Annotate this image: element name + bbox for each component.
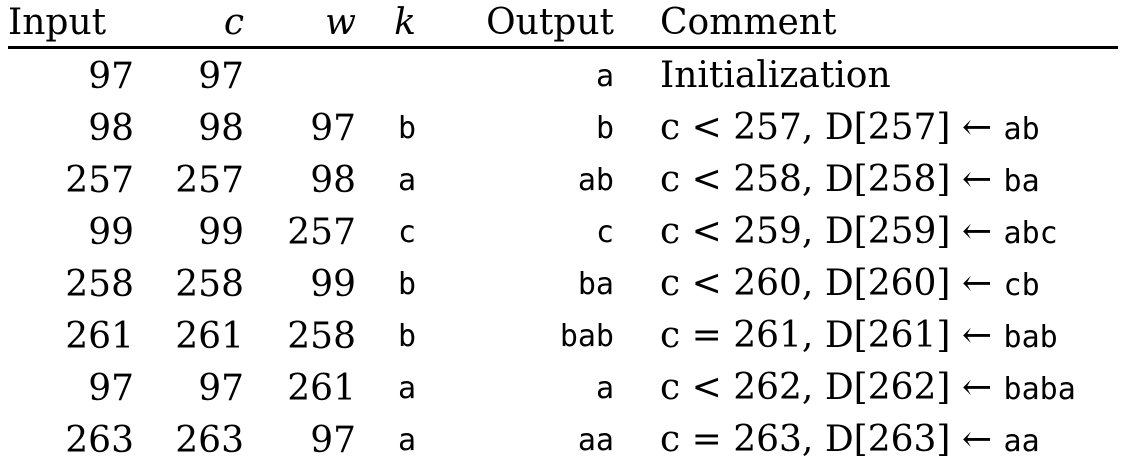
- comment-math: c = 263, D[263] ←: [660, 419, 992, 460]
- header-comment: Comment: [614, 0, 1118, 48]
- cell-comment: c < 258, D[258] ← ba: [614, 155, 1118, 207]
- cell-input: 263: [8, 415, 134, 467]
- cell-input: 98: [8, 103, 134, 155]
- cell-comment: c < 257, D[257] ← ab: [614, 103, 1118, 155]
- comment-code: cb: [1004, 268, 1040, 303]
- cell-c: 258: [134, 259, 244, 311]
- cell-output: b: [416, 103, 614, 155]
- header-output: Output: [416, 0, 614, 48]
- cell-w: 98: [244, 155, 356, 207]
- cell-k: a: [356, 415, 416, 467]
- comment-code: bab: [1004, 320, 1058, 355]
- cell-output: bab: [416, 311, 614, 363]
- cell-input: 261: [8, 311, 134, 363]
- table-row: 261 261 258 b bab c = 261, D[261] ← bab: [8, 311, 1118, 363]
- cell-w: 97: [244, 415, 356, 467]
- cell-w: 97: [244, 103, 356, 155]
- cell-input: 258: [8, 259, 134, 311]
- header-k: k: [356, 0, 416, 48]
- table-header: Input c w k Output Comment: [8, 0, 1118, 48]
- cell-comment: c < 260, D[260] ← cb: [614, 259, 1118, 311]
- comment-math: c < 260, D[260] ←: [660, 263, 992, 304]
- cell-c: 257: [134, 155, 244, 207]
- cell-k: b: [356, 103, 416, 155]
- comment-math: c < 259, D[259] ←: [660, 211, 992, 252]
- cell-comment: c < 259, D[259] ← abc: [614, 207, 1118, 259]
- cell-comment: c < 262, D[262] ← baba: [614, 363, 1118, 415]
- cell-comment: c = 263, D[263] ← aa: [614, 415, 1118, 467]
- comment-math: c < 257, D[257] ←: [660, 107, 992, 148]
- cell-w: 99: [244, 259, 356, 311]
- header-w: w: [244, 0, 356, 48]
- cell-c: 99: [134, 207, 244, 259]
- table-row: 257 257 98 a ab c < 258, D[258] ← ba: [8, 155, 1118, 207]
- table-row: 99 99 257 c c c < 259, D[259] ← abc: [8, 207, 1118, 259]
- header-c: c: [134, 0, 244, 48]
- cell-input: 257: [8, 155, 134, 207]
- cell-w: 258: [244, 311, 356, 363]
- table-row: 97 97 261 a a c < 262, D[262] ← baba: [8, 363, 1118, 415]
- table-body: 97 97 a Initialization 98 98 97 b b c < …: [8, 48, 1118, 467]
- comment-code: ba: [1004, 164, 1040, 199]
- table-row: 98 98 97 b b c < 257, D[257] ← ab: [8, 103, 1118, 155]
- cell-w: [244, 48, 356, 104]
- cell-input: 97: [8, 363, 134, 415]
- cell-input: 99: [8, 207, 134, 259]
- cell-w: 261: [244, 363, 356, 415]
- comment-code: aa: [1004, 424, 1040, 459]
- cell-c: 97: [134, 48, 244, 104]
- cell-k: b: [356, 259, 416, 311]
- comment-math: c = 261, D[261] ←: [660, 315, 992, 356]
- lzw-decoding-table: Input c w k Output Comment 97 97 a Initi…: [8, 0, 1118, 467]
- header-row: Input c w k Output Comment: [8, 0, 1118, 48]
- cell-output: ba: [416, 259, 614, 311]
- cell-input: 97: [8, 48, 134, 104]
- table-row: 263 263 97 a aa c = 263, D[263] ← aa: [8, 415, 1118, 467]
- comment-math: c < 262, D[262] ←: [660, 367, 992, 408]
- cell-comment: Initialization: [614, 48, 1118, 104]
- cell-k: a: [356, 363, 416, 415]
- cell-k: [356, 48, 416, 104]
- comment-code: ab: [1004, 112, 1040, 147]
- header-input: Input: [8, 0, 134, 48]
- cell-w: 257: [244, 207, 356, 259]
- table-row: 97 97 a Initialization: [8, 48, 1118, 104]
- cell-c: 97: [134, 363, 244, 415]
- cell-k: b: [356, 311, 416, 363]
- comment-math: Initialization: [660, 55, 891, 96]
- table-row: 258 258 99 b ba c < 260, D[260] ← cb: [8, 259, 1118, 311]
- cell-c: 263: [134, 415, 244, 467]
- cell-k: a: [356, 155, 416, 207]
- comment-code: abc: [1004, 216, 1058, 251]
- cell-output: a: [416, 363, 614, 415]
- cell-output: ab: [416, 155, 614, 207]
- cell-k: c: [356, 207, 416, 259]
- comment-math: c < 258, D[258] ←: [660, 159, 992, 200]
- cell-comment: c = 261, D[261] ← bab: [614, 311, 1118, 363]
- cell-output: aa: [416, 415, 614, 467]
- cell-output: c: [416, 207, 614, 259]
- cell-c: 98: [134, 103, 244, 155]
- cell-output: a: [416, 48, 614, 104]
- cell-c: 261: [134, 311, 244, 363]
- comment-code: baba: [1004, 372, 1076, 407]
